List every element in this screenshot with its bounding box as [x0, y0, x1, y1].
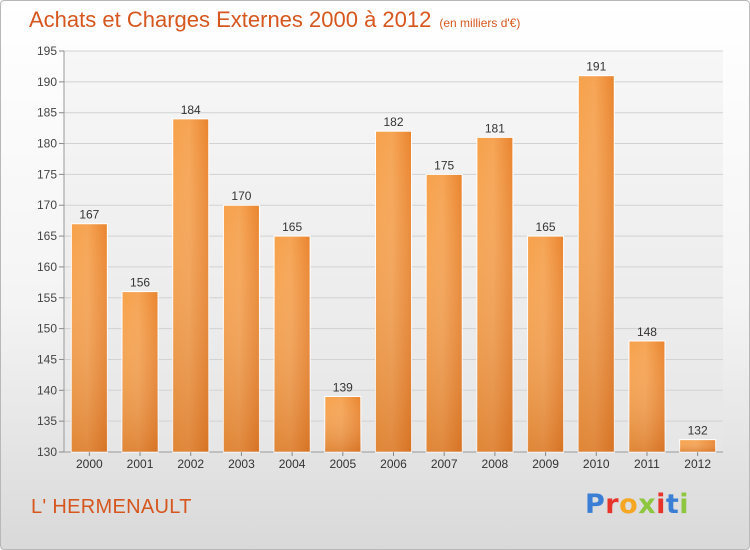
- bar-shade-2008: [476, 137, 513, 452]
- location-label: L' HERMENAULT: [31, 496, 192, 518]
- y-tick-label: 180: [37, 137, 57, 151]
- x-tick-label: 2009: [532, 457, 559, 471]
- data-label: 184: [181, 103, 201, 117]
- y-tick-label: 195: [37, 44, 57, 58]
- logo-letter: x: [638, 489, 657, 520]
- bar-shade-2007: [426, 174, 463, 452]
- bar-shade-2000: [71, 223, 108, 452]
- x-tick-label: 2010: [583, 457, 610, 471]
- x-tick-label: 2012: [684, 457, 711, 471]
- y-tick-label: 190: [37, 75, 57, 89]
- data-label: 181: [485, 121, 505, 135]
- data-label: 170: [231, 189, 251, 203]
- data-label: 165: [282, 220, 302, 234]
- y-tick-label: 160: [37, 260, 57, 274]
- logo-letter: o: [619, 489, 639, 520]
- logo-letter: r: [605, 489, 620, 520]
- bar-shade-2009: [527, 236, 564, 452]
- data-label: 132: [688, 424, 708, 438]
- y-tick-label: 175: [37, 167, 57, 181]
- y-tick-label: 155: [37, 291, 57, 305]
- data-label: 165: [536, 220, 556, 234]
- data-label: 191: [586, 60, 606, 74]
- bar-shade-2010: [578, 75, 615, 452]
- chart-title-text: Achats et Charges Externes 2000 à 2012: [29, 7, 432, 32]
- bar-shade-2001: [122, 291, 159, 452]
- x-tick-label: 2000: [76, 457, 103, 471]
- y-tick-label: 135: [37, 414, 57, 428]
- logo-letter: P: [585, 489, 606, 520]
- data-label: 182: [383, 115, 403, 129]
- y-tick-label: 170: [37, 198, 57, 212]
- x-tick-label: 2005: [329, 457, 356, 471]
- bar-shade-2005: [324, 396, 361, 452]
- data-label: 156: [130, 276, 150, 290]
- x-tick-label: 2008: [482, 457, 509, 471]
- plot-area: 130 135 140 145 150 155 160 165 170 175 180 185 190 1…: [37, 44, 723, 471]
- y-tick-label: 150: [37, 322, 57, 336]
- proxiti-logo[interactable]: Proxiti: [585, 489, 689, 520]
- bar-shade-2003: [223, 205, 260, 452]
- data-label: 175: [434, 158, 454, 172]
- bar-shade-2002: [172, 118, 209, 452]
- data-label: 148: [637, 325, 657, 339]
- chart-title: Achats et Charges Externes 2000 à 2012 (e…: [29, 7, 520, 33]
- y-tick-label: 145: [37, 352, 57, 366]
- bar-shade-2011: [628, 340, 665, 452]
- y-tick-label: 130: [37, 445, 57, 459]
- bar-shade-2012: [679, 439, 716, 452]
- bar-shade-2006: [375, 131, 412, 452]
- x-tick-label: 2003: [228, 457, 255, 471]
- logo-letter: i: [679, 489, 690, 520]
- x-tick-label: 2011: [634, 457, 660, 471]
- data-label: 139: [333, 380, 353, 394]
- bar-shade-2004: [274, 236, 311, 452]
- x-tick-label: 2006: [380, 457, 407, 471]
- chart-subtitle: (en milliers d'€): [439, 16, 521, 30]
- data-label: 167: [79, 208, 99, 222]
- x-tick-label: 2007: [431, 457, 458, 471]
- y-tick-label: 140: [37, 383, 57, 397]
- x-tick-label: 2001: [127, 457, 154, 471]
- y-tick-label: 185: [37, 106, 57, 120]
- x-tick-label: 2002: [177, 457, 204, 471]
- logo-letter: t: [665, 489, 680, 520]
- logo-letter: i: [656, 489, 666, 520]
- x-tick-label: 2004: [279, 457, 306, 471]
- y-tick-label: 165: [37, 229, 57, 243]
